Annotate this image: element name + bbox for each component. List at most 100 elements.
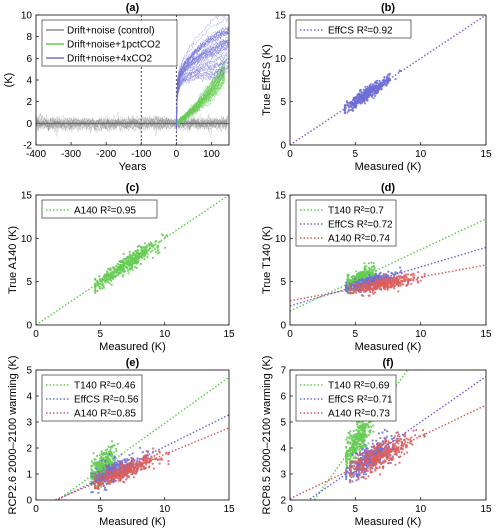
x-tick-label: -100 <box>131 149 151 160</box>
scatter-point <box>358 453 362 457</box>
forced-run-line <box>176 69 229 131</box>
legend-label: A140 R²=0.85 <box>74 409 136 420</box>
scatter-point <box>99 286 102 289</box>
scatter-point <box>121 459 124 462</box>
chart-b: (b) 0 5 10 15 0 5 10 15 Measured (K) True EffCS (K… <box>261 2 492 173</box>
scatter-point <box>372 465 375 468</box>
scatter-point <box>374 469 377 472</box>
scatter-point <box>387 270 390 273</box>
scatter-point <box>143 254 146 258</box>
scatter-point <box>360 462 363 466</box>
scatter-point <box>363 90 366 93</box>
scatter-point <box>368 463 371 467</box>
scatter-point <box>406 451 409 454</box>
scatter-point <box>357 476 360 479</box>
scatter-point <box>374 80 377 83</box>
scatter-point <box>377 451 381 454</box>
scatter-point <box>371 93 374 97</box>
scatter-point <box>423 432 426 436</box>
scatter-point <box>362 476 365 479</box>
scatter-point <box>407 438 410 441</box>
scatter-point <box>156 249 159 252</box>
scatter-point <box>370 459 373 462</box>
scatter-point <box>102 473 105 476</box>
scatter-point <box>131 254 134 257</box>
scatter-point <box>383 79 386 82</box>
x-tick-label: 15 <box>480 149 492 160</box>
scatter-point <box>352 98 355 101</box>
control-run-line <box>36 116 228 132</box>
scatter-point <box>122 252 125 255</box>
forced-run-line <box>176 87 225 126</box>
scatter-point <box>397 290 400 293</box>
scatter-point <box>398 275 401 278</box>
scatter-point <box>94 458 97 461</box>
legend-label: T140 R²=0.7 <box>328 206 384 217</box>
scatter-point <box>350 466 353 469</box>
scatter-point <box>355 270 358 273</box>
scatter-point <box>379 436 382 440</box>
scatter-point <box>348 459 351 462</box>
scatter-point <box>377 282 380 285</box>
scatter-point <box>393 435 397 438</box>
series-0 <box>94 233 169 294</box>
scatter-point <box>364 272 367 275</box>
scatter-point <box>348 447 351 451</box>
scatter-point <box>406 273 410 276</box>
x-tick-label: 10 <box>159 329 171 340</box>
chart-c: (c) 0 5 10 15 0 5 10 15 Measured (K) True A140 (K)… <box>7 182 235 353</box>
scatter-point <box>95 467 98 470</box>
scatter-point <box>375 87 378 90</box>
scatter-point <box>360 424 363 427</box>
y-tick-label: 0 <box>26 321 32 332</box>
forced-run-line <box>176 48 229 124</box>
scatter-point <box>152 447 155 450</box>
scatter-point <box>360 279 363 282</box>
chart-d: (d) 0 5 10 15 0 5 10 15 Measured (K) True T140 (K)… <box>261 182 492 353</box>
scatter-point <box>109 466 112 469</box>
scatter-point <box>385 449 388 452</box>
scatter-point <box>106 279 109 282</box>
fit-line <box>290 218 486 312</box>
scatter-point <box>362 93 365 96</box>
scatter-point <box>355 445 358 448</box>
scatter-point <box>360 467 363 470</box>
scatter-point <box>407 281 410 284</box>
legend-box <box>41 19 178 67</box>
scatter-point <box>113 462 116 465</box>
x-tick-label: 5 <box>353 504 359 515</box>
scatter-point <box>351 480 354 483</box>
scatter-point <box>149 241 152 244</box>
scatter-point <box>408 279 411 282</box>
scatter-point <box>146 253 149 256</box>
scatter-point <box>359 444 362 447</box>
scatter-point <box>147 244 151 247</box>
scatter-point <box>386 286 389 289</box>
scatter-point <box>357 289 360 292</box>
axes-box <box>35 369 230 501</box>
scatter-point <box>370 261 373 264</box>
scatter-point <box>363 433 366 436</box>
chart-title: (f) <box>383 357 394 369</box>
scatter-point <box>379 457 382 460</box>
x-tick-label: 15 <box>223 504 235 515</box>
forced-run-line <box>176 29 229 120</box>
x-axis-label: Measured (K) <box>355 516 422 528</box>
scatter-point <box>423 435 426 438</box>
scatter-point <box>358 451 361 455</box>
scatter-point <box>389 461 392 465</box>
scatter-point <box>356 474 359 478</box>
scatter-point <box>385 457 389 461</box>
scatter-point <box>387 73 390 76</box>
scatter-point <box>111 270 114 273</box>
scatter-point <box>369 287 372 290</box>
scatter-point <box>141 451 144 454</box>
scatter-point <box>121 475 124 478</box>
scatter-point <box>380 443 383 446</box>
scatter-point <box>120 463 123 466</box>
forced-run-line <box>176 39 229 122</box>
scatter-point <box>382 465 385 468</box>
chart-title: (a) <box>126 2 140 14</box>
scatter-point <box>357 472 361 475</box>
